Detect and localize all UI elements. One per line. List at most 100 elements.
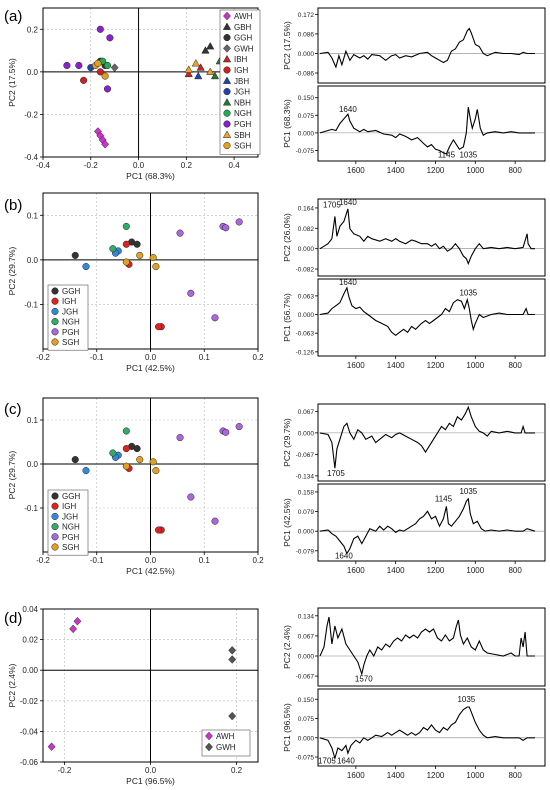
loading-panel-7: 0.134 0.067 0.000 -0.067 PC2 (2.4%) 1570 (282, 607, 546, 687)
legend-label: GGH (62, 492, 80, 501)
data-point-ggh (71, 251, 79, 259)
legend-marker (51, 533, 59, 541)
y-axis-label: PC1 (68.3%) (282, 99, 292, 148)
legend-marker (223, 66, 231, 74)
legend-label: SGH (62, 338, 80, 347)
legend-marker (51, 287, 59, 295)
y-tick-label: 0.1 (27, 416, 39, 425)
data-point-ggh (71, 456, 79, 464)
panel-letter: (b) (4, 197, 22, 214)
data-point-ngh (103, 61, 112, 70)
x-tick-label: 0.0 (145, 766, 157, 775)
legend-label: JBH (234, 77, 249, 86)
data-point-pgh (187, 493, 195, 501)
x-tick-label: 1200 (427, 166, 445, 175)
legend-label: IGH (62, 502, 76, 511)
data-point-igh (122, 240, 130, 248)
data-point-awh (101, 139, 110, 149)
peak-annotation: 1035 (459, 487, 477, 496)
legend-label: NGH (62, 318, 80, 327)
peak-annotation: 1705 (327, 469, 345, 478)
data-point-jbh (194, 71, 203, 80)
y-tick-label: -0.082 (296, 267, 315, 274)
legend-label: NGH (62, 523, 80, 532)
plot-frame (42, 608, 259, 763)
peak-annotation: 1145 (438, 150, 456, 159)
y-tick-label: -0.075 (296, 755, 315, 762)
data-point-pgh (96, 25, 104, 33)
data-point-pgh (103, 85, 112, 93)
peak-annotation: 1640 (337, 756, 355, 765)
legend-marker (222, 130, 232, 138)
data-point-gbh (206, 42, 215, 50)
x-tick-label: 1000 (466, 771, 484, 780)
y-axis-label: PC2 (2.4%) (282, 625, 292, 669)
legend-label: PGH (62, 533, 80, 542)
peak-annotation: 1640 (339, 198, 357, 207)
y-tick-label: 0.000 (298, 529, 315, 536)
legend-marker (51, 318, 59, 326)
y-axis-label: PC2 (17.5%) (282, 21, 292, 70)
x-tick-label: 0.2 (252, 556, 264, 565)
x-tick-label: 800 (508, 771, 522, 780)
legend-label: GWH (216, 743, 236, 752)
data-point-sbh (184, 65, 193, 73)
legend-label: SGH (62, 543, 80, 552)
x-tick-label: -0.1 (90, 353, 104, 362)
y-tick-label: -0.075 (296, 148, 315, 155)
x-tick-label: 1200 (427, 566, 445, 575)
y-tick-label: 0.0 (27, 460, 39, 469)
y-tick-label: -0.086 (296, 71, 315, 78)
legend-marker (223, 120, 231, 128)
data-point-gwh (110, 63, 119, 72)
data-point-pgh (235, 423, 243, 431)
data-point-igh (80, 76, 88, 84)
x-axis-label: PC1 (96.5%) (126, 776, 175, 786)
data-point-igh (155, 526, 163, 534)
panel-letter: (c) (4, 401, 22, 418)
y-axis-label: PC2 (26.0%) (282, 213, 292, 262)
legend-marker (223, 109, 231, 117)
y-tick-label: 0.1 (27, 211, 39, 220)
y-tick-label: 0.04 (22, 605, 38, 614)
peak-annotation: 1705 (323, 201, 341, 210)
data-point-sgh (122, 462, 130, 470)
legend-marker (51, 502, 59, 510)
y-tick-label: 0.150 (298, 697, 315, 704)
y-tick-label: 0.164 (298, 205, 315, 212)
x-tick-label: 1000 (466, 566, 484, 575)
y-axis-label: PC2 (29.7%) (7, 451, 17, 500)
data-point-jgh (82, 467, 90, 475)
legend-label: GGH (234, 34, 252, 43)
data-point-gwh (228, 646, 237, 655)
scatter-panel-3: (c) -0.2 -0.1 0.0 0.1 0.2 -0.1 0.0 0.1 PC1 (42.5%… (4, 397, 264, 576)
data-point-gwh (228, 711, 237, 721)
plot-frame (42, 397, 259, 553)
legend-marker (222, 76, 232, 84)
x-tick-label: -0.2 (36, 556, 50, 565)
x-tick-label: 1400 (387, 566, 405, 575)
plot-frame (317, 688, 546, 767)
data-point-ngh (109, 245, 117, 253)
legend-label: SGH (234, 142, 252, 151)
loading-panel-5: 0.067 0.000 -0.067 -0.134 PC2 (29.7%) 1705 (282, 403, 546, 482)
y-axis-label: PC2 (29.7%) (282, 418, 292, 467)
legend-marker (51, 512, 59, 520)
data-point-pgh (75, 61, 83, 70)
data-point-pgh (211, 314, 219, 322)
data-point-ngh (122, 222, 130, 230)
y-axis-label: PC2 (2.4%) (7, 663, 17, 707)
x-tick-label: 800 (508, 361, 522, 370)
x-tick-label: 1400 (387, 166, 405, 175)
legend-marker (222, 54, 232, 63)
data-point-awh (73, 616, 82, 626)
peak-annotation: 1640 (339, 278, 357, 287)
legend-marker (222, 98, 232, 106)
legend-label: GWH (234, 44, 254, 53)
x-tick-label: 0.4 (229, 161, 241, 170)
legend-marker (222, 22, 232, 30)
data-point-ngh (109, 449, 117, 457)
